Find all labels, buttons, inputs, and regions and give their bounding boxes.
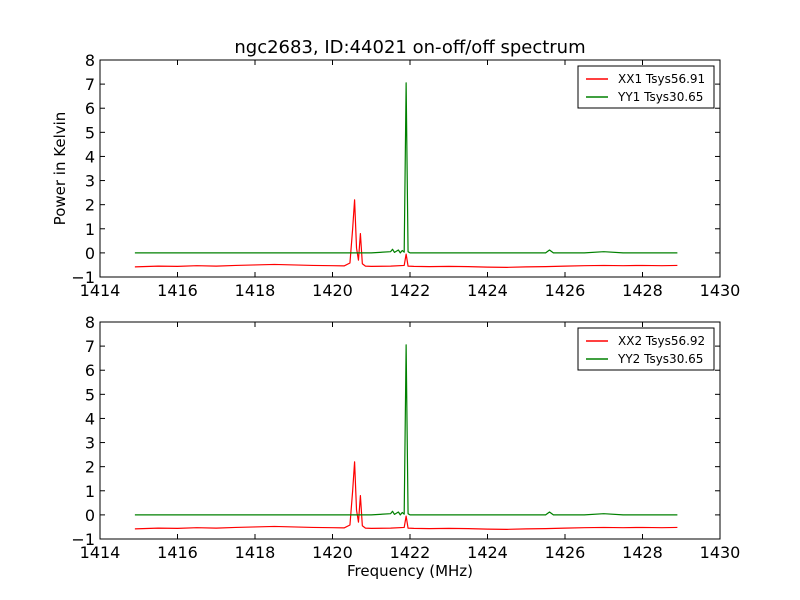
- legend-label: YY1 Tsys30.65: [617, 90, 703, 104]
- y-tick-label: −1: [71, 530, 95, 549]
- x-tick-label: 1428: [622, 281, 663, 300]
- x-tick-label: 1418: [235, 543, 276, 562]
- x-tick-label: 1430: [700, 281, 741, 300]
- y-axis-label: Power in Kelvin: [51, 112, 69, 226]
- y-tick-label: 0: [85, 244, 95, 263]
- plot-panel-1: 1414 1416 1418 1420 1422 1424 1426 1428 1430−101…: [51, 51, 740, 300]
- y-tick-label: 2: [85, 458, 95, 477]
- x-tick-label: 1426: [545, 281, 586, 300]
- series-line-xx2: [134, 461, 678, 530]
- series-line-yy1: [134, 82, 678, 254]
- y-tick-label: 3: [85, 172, 95, 191]
- y-tick-label: 1: [85, 220, 95, 239]
- legend-label: XX1 Tsys56.91: [618, 72, 705, 86]
- x-tick-label: 1428: [622, 543, 663, 562]
- legend: XX2 Tsys56.92 YY2 Tsys30.65: [577, 327, 715, 371]
- x-tick-label: 1426: [545, 543, 586, 562]
- legend: XX1 Tsys56.91 YY1 Tsys30.65: [577, 65, 715, 109]
- y-tick-label: −1: [71, 268, 95, 287]
- y-tick-label: 4: [85, 147, 95, 166]
- chart-title: ngc2683, ID:44021 on-off/off spectrum: [234, 37, 585, 58]
- x-tick-label: 1422: [390, 543, 431, 562]
- x-tick-label: 1424: [467, 281, 508, 300]
- y-tick-label: 5: [85, 123, 95, 142]
- y-tick-label: 8: [85, 51, 95, 70]
- x-tick-label: 1420: [312, 543, 353, 562]
- y-tick-label: 6: [85, 361, 95, 380]
- legend-label: YY2 Tsys30.65: [617, 352, 703, 366]
- y-tick-label: 4: [85, 409, 95, 428]
- plot-panel-2: 1414 1416 1418 1420 1422 1424 1426 1428 1430−101…: [71, 313, 740, 580]
- x-tick-label: 1420: [312, 281, 353, 300]
- x-tick-label: 1422: [390, 281, 431, 300]
- y-tick-label: 8: [85, 313, 95, 332]
- y-tick-label: 6: [85, 99, 95, 118]
- legend-box: [577, 327, 715, 371]
- panels: 1414 1416 1418 1420 1422 1424 1426 1428 1430−101…: [51, 51, 740, 580]
- y-tick-label: 7: [85, 337, 95, 356]
- x-tick-label: 1424: [467, 543, 508, 562]
- series-line-xx1: [134, 199, 678, 268]
- y-tick-label: 1: [85, 482, 95, 501]
- legend-box: [577, 65, 715, 109]
- y-tick-label: 5: [85, 385, 95, 404]
- x-tick-label: 1430: [700, 543, 741, 562]
- y-tick-label: 7: [85, 75, 95, 94]
- x-axis-label: Frequency (MHz): [347, 562, 473, 580]
- legend-label: XX2 Tsys56.92: [618, 334, 705, 348]
- y-tick-label: 0: [85, 506, 95, 525]
- x-tick-label: 1416: [157, 281, 198, 300]
- x-tick-label: 1416: [157, 543, 198, 562]
- x-tick-label: 1418: [235, 281, 276, 300]
- y-tick-label: 2: [85, 196, 95, 215]
- y-tick-label: 3: [85, 434, 95, 453]
- x-tick-label: 1414: [80, 281, 121, 300]
- x-tick-label: 1414: [80, 543, 121, 562]
- series-line-yy2: [134, 344, 678, 516]
